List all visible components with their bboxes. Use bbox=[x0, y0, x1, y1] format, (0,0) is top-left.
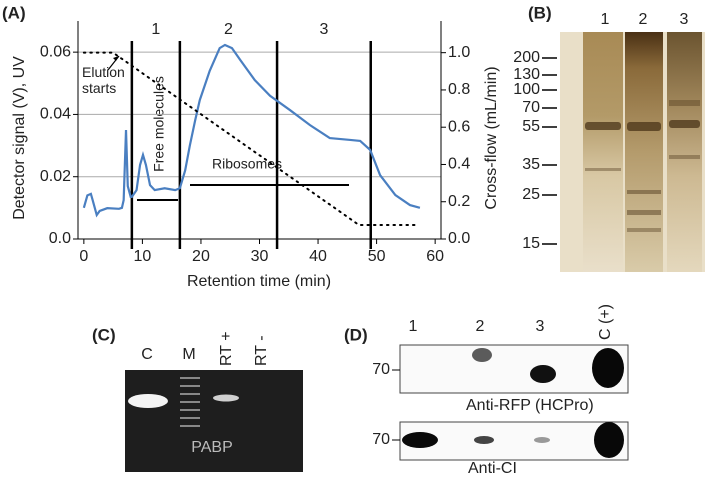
blot-band bbox=[592, 348, 624, 388]
ladder bbox=[180, 377, 200, 427]
gel-lane bbox=[583, 32, 623, 272]
marker-label: 35 bbox=[522, 156, 540, 173]
blot bbox=[399, 344, 629, 394]
lane-label: 1 bbox=[409, 318, 418, 335]
marker-label: 70 bbox=[372, 361, 390, 378]
y2-tick-label: 1.0 bbox=[448, 44, 470, 61]
x-tick-label: 30 bbox=[251, 248, 269, 265]
y-tick-label: 0.0 bbox=[49, 230, 71, 247]
lane-label: 2 bbox=[639, 11, 648, 28]
fraction-label: 3 bbox=[319, 21, 328, 38]
series-line bbox=[82, 51, 419, 227]
x-tick-label: 50 bbox=[368, 248, 386, 265]
series-line bbox=[82, 43, 421, 218]
panel-label: (C) bbox=[92, 325, 116, 344]
marker-label: 55 bbox=[522, 118, 540, 135]
gel bbox=[125, 370, 303, 472]
x-tick-label: 40 bbox=[309, 248, 327, 265]
y-axis-label: Detector signal (V), UV bbox=[11, 56, 28, 220]
lane-label: 3 bbox=[536, 318, 545, 335]
fraction-label: 1 bbox=[151, 21, 160, 38]
marker-label: 15 bbox=[522, 235, 540, 252]
panel-label: (D) bbox=[344, 325, 368, 344]
annotation: Elution starts bbox=[82, 64, 125, 96]
gel-band bbox=[213, 394, 239, 402]
panel-label: (B) bbox=[528, 3, 552, 22]
plot-a: 0.0 0.02 0.04 0.06 0.0 0.2 0.4 0.6 0.8 1.0 0 10 20 30… bbox=[40, 21, 470, 265]
lane-label: M bbox=[182, 346, 195, 363]
x-tick-label: 60 bbox=[426, 248, 444, 265]
arrow-head bbox=[113, 56, 119, 61]
marker-label: 130 bbox=[513, 66, 540, 83]
x-tick-label: 0 bbox=[79, 248, 88, 265]
lane-label: 1 bbox=[601, 11, 610, 28]
annotation: Free molecules bbox=[151, 76, 167, 172]
blot-band bbox=[474, 436, 494, 444]
gel-target: PABP bbox=[191, 439, 233, 456]
gel-lane bbox=[667, 32, 702, 272]
y2-tick-label: 0.4 bbox=[448, 156, 470, 173]
marker-label: 70 bbox=[522, 99, 540, 116]
lane-label: 3 bbox=[680, 11, 689, 28]
y-tick-label: 0.04 bbox=[40, 106, 71, 123]
lane-label: C bbox=[141, 346, 153, 363]
x-tick-label: 10 bbox=[134, 248, 152, 265]
y-tick-label: 0.02 bbox=[40, 168, 71, 185]
lane-label: 2 bbox=[476, 318, 485, 335]
blot-band bbox=[534, 437, 550, 443]
y2-tick-label: 0.6 bbox=[448, 118, 470, 135]
lane-label: RT - bbox=[253, 335, 270, 366]
blot-band bbox=[402, 432, 438, 448]
blot-band bbox=[472, 348, 492, 362]
gel-bands bbox=[585, 100, 700, 232]
marker-label: 100 bbox=[513, 81, 540, 98]
blot bbox=[399, 421, 629, 461]
fraction-label: 2 bbox=[224, 21, 233, 38]
lane-label: RT + bbox=[218, 331, 235, 366]
blot-band bbox=[594, 422, 624, 458]
y-tick-label: 0.06 bbox=[40, 43, 71, 60]
panel-label: (A) bbox=[2, 3, 26, 22]
x-axis-label: Retention time (min) bbox=[187, 273, 331, 290]
panel-c: C M RT + RT - bbox=[141, 331, 270, 366]
y2-tick-label: 0.2 bbox=[448, 193, 470, 210]
x-tick-label: 20 bbox=[192, 248, 210, 265]
y2-axis-label: Cross-flow (mL/min) bbox=[483, 66, 500, 209]
marker-label: 200 bbox=[513, 49, 540, 66]
y2-tick-label: 0.8 bbox=[448, 81, 470, 98]
y2-tick-label: 0.0 bbox=[448, 230, 470, 247]
lane-label: C (+) bbox=[597, 304, 614, 340]
marker-label: 25 bbox=[522, 186, 540, 203]
gel-band bbox=[128, 394, 168, 408]
blot-band bbox=[530, 365, 556, 383]
gel-lane bbox=[625, 32, 663, 272]
antibody-label: Anti-RFP (HCPro) bbox=[466, 397, 594, 414]
marker-label: 70 bbox=[372, 431, 390, 448]
antibody-label: Anti-CI bbox=[468, 460, 517, 477]
panel-d: 1 2 3 C (+) 70 70 Anti-RFP (HCPro) Anti-CI bbox=[372, 304, 614, 477]
